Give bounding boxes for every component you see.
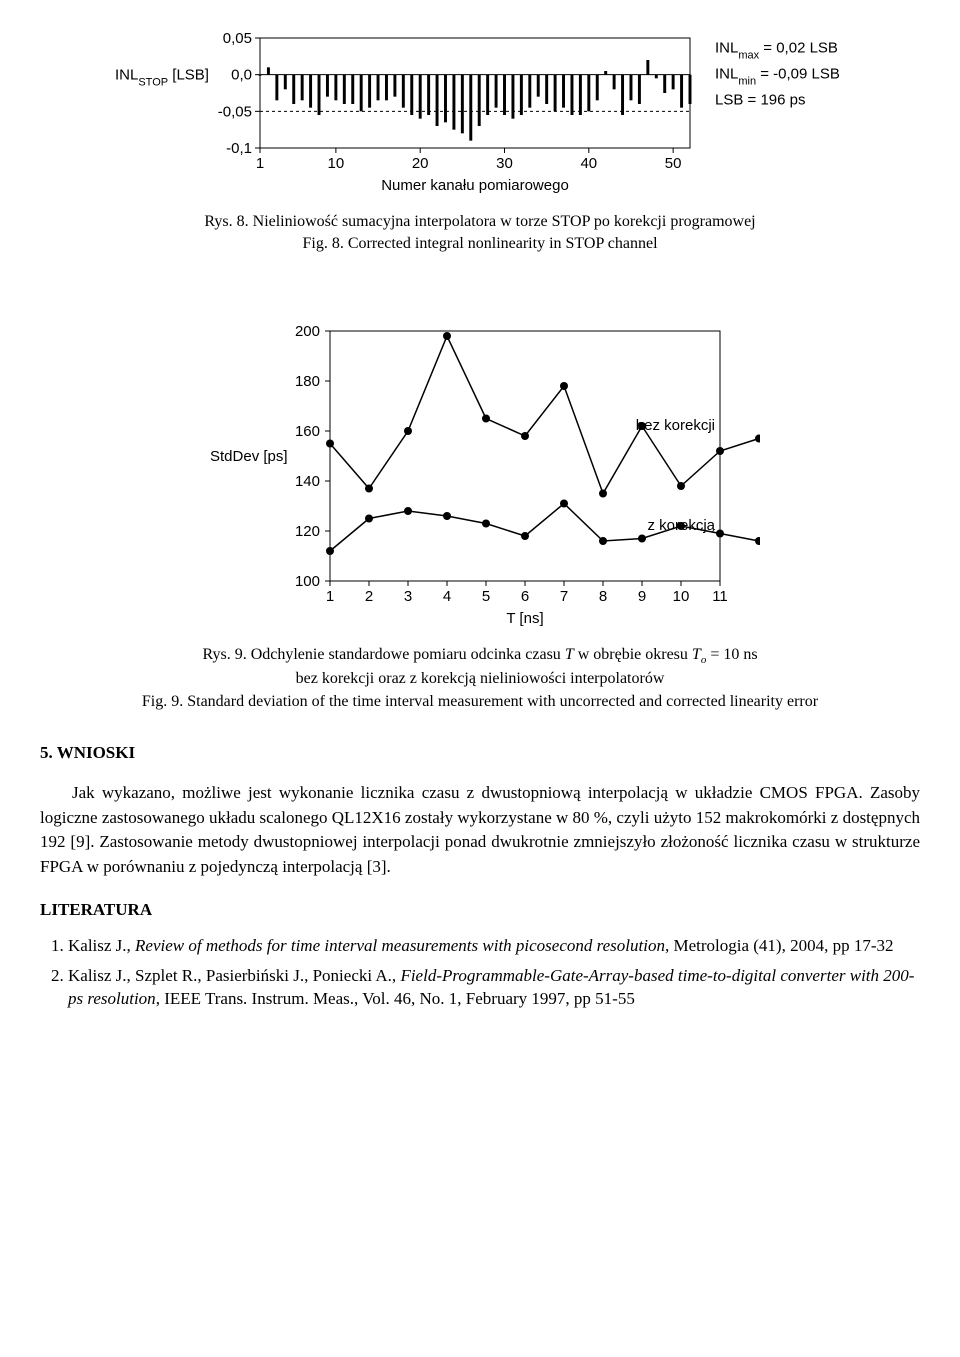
svg-text:8: 8 xyxy=(599,588,607,605)
svg-text:200: 200 xyxy=(295,323,320,340)
svg-text:11: 11 xyxy=(712,588,728,605)
svg-text:5: 5 xyxy=(482,588,490,605)
stddev-chart: 100 120 140 160 180 200 1 2 3 4 5 6 7 8 9 10 11 StdDev [p… xyxy=(40,296,920,636)
svg-text:140: 140 xyxy=(295,473,320,490)
section-5-paragraph: Jak wykazano, możliwe jest wykonanie lic… xyxy=(40,781,920,880)
svg-text:9: 9 xyxy=(638,588,646,605)
svg-text:180: 180 xyxy=(295,373,320,390)
svg-text:3: 3 xyxy=(404,588,412,605)
svg-text:INLSTOP [LSB]: INLSTOP [LSB] xyxy=(115,67,209,89)
svg-text:INLmin = -0,09 LSB: INLmin = -0,09 LSB xyxy=(715,66,840,88)
svg-text:INLmax = 0,02 LSB: INLmax = 0,02 LSB xyxy=(715,40,838,62)
caption-fig8-en: Fig. 8. Corrected integral nonlinearity … xyxy=(40,233,920,255)
svg-text:T [ns]: T [ns] xyxy=(506,610,543,627)
svg-text:4: 4 xyxy=(443,588,451,605)
svg-text:100: 100 xyxy=(295,573,320,590)
svg-text:10: 10 xyxy=(673,588,690,605)
svg-text:2: 2 xyxy=(365,588,373,605)
references-list: Kalisz J., Review of methods for time in… xyxy=(40,934,920,1011)
svg-text:7: 7 xyxy=(560,588,568,605)
inl-chart: 0,05 0,0 -0,05 -0,11 10 20 30 40 50 INLSTOP [LSB]… xyxy=(40,28,920,203)
caption-fig9-pl: Rys. 9. Odchylenie standardowe pomiaru o… xyxy=(40,644,920,691)
svg-text:-0,05: -0,05 xyxy=(218,103,252,120)
svg-text:30: 30 xyxy=(496,155,513,172)
svg-text:0,05: 0,05 xyxy=(223,30,252,47)
svg-text:bez korekcji: bez korekcji xyxy=(636,417,715,434)
svg-text:StdDev [ps]: StdDev [ps] xyxy=(210,448,288,465)
svg-text:z korekcją: z korekcją xyxy=(647,517,715,534)
svg-text:160: 160 xyxy=(295,423,320,440)
svg-text:50: 50 xyxy=(665,155,682,172)
svg-text:6: 6 xyxy=(521,588,529,605)
section-5-heading: 5. WNIOSKI xyxy=(40,743,920,763)
svg-text:120: 120 xyxy=(295,523,320,540)
svg-text:Numer kanału pomiarowego: Numer kanału pomiarowego xyxy=(381,177,569,194)
caption-fig8: Rys. 8. Nieliniowość sumacyjna interpola… xyxy=(40,211,920,256)
reference-item: Kalisz J., Review of methods for time in… xyxy=(68,934,920,958)
caption-fig9: Rys. 9. Odchylenie standardowe pomiaru o… xyxy=(40,644,920,713)
caption-fig9-en: Fig. 9. Standard deviation of the time i… xyxy=(40,691,920,713)
svg-text:1: 1 xyxy=(326,588,334,605)
svg-text:40: 40 xyxy=(580,155,597,172)
svg-text:-0,1: -0,1 xyxy=(226,140,252,157)
svg-text:10: 10 xyxy=(328,155,345,172)
svg-text:LSB = 196 ps: LSB = 196 ps xyxy=(715,92,805,109)
svg-text:0,0: 0,0 xyxy=(231,67,252,84)
literatura-heading: LITERATURA xyxy=(40,900,920,920)
caption-fig8-pl: Rys. 8. Nieliniowość sumacyjna interpola… xyxy=(40,211,920,233)
svg-text:1: 1 xyxy=(256,155,264,172)
reference-item: Kalisz J., Szplet R., Pasierbiński J., P… xyxy=(68,964,920,1012)
svg-text:20: 20 xyxy=(412,155,429,172)
